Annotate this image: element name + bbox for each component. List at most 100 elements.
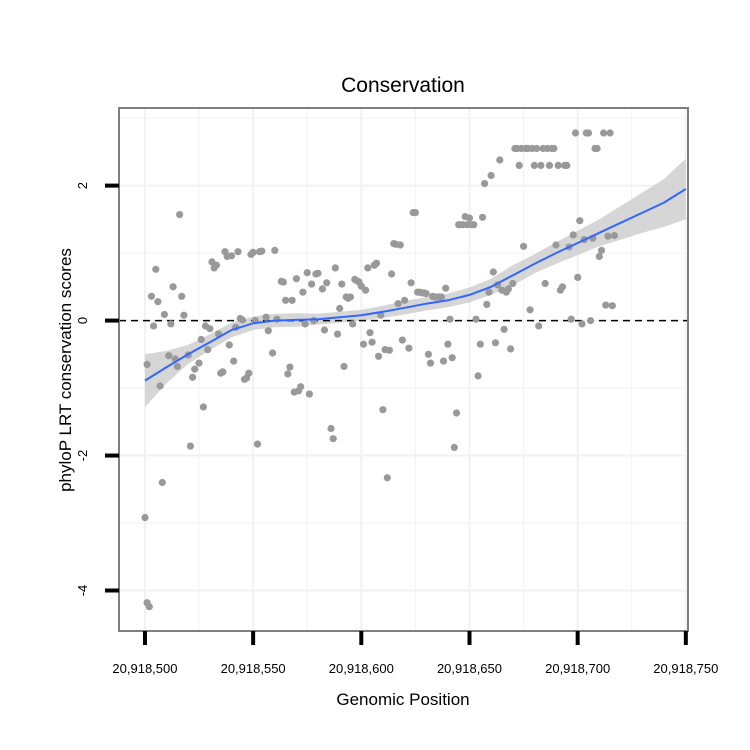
data-point bbox=[310, 317, 318, 325]
data-point bbox=[478, 213, 487, 221]
data-point bbox=[545, 161, 554, 169]
data-point bbox=[600, 129, 608, 137]
data-point bbox=[258, 247, 266, 255]
data-point bbox=[407, 279, 415, 287]
data-point bbox=[465, 214, 474, 222]
data-point bbox=[340, 362, 348, 371]
data-point bbox=[507, 345, 515, 353]
data-point bbox=[602, 301, 610, 309]
data-point bbox=[299, 288, 307, 296]
data-point bbox=[481, 180, 489, 188]
data-point bbox=[191, 365, 199, 373]
data-point bbox=[318, 285, 326, 293]
x-tick-label: 20,918,700 bbox=[545, 661, 610, 676]
data-point bbox=[379, 406, 387, 414]
data-point bbox=[452, 409, 461, 417]
data-point bbox=[576, 217, 584, 225]
data-point bbox=[167, 320, 175, 328]
data-point bbox=[282, 296, 290, 304]
data-point bbox=[422, 290, 430, 298]
data-point bbox=[474, 372, 482, 380]
y-axis-ticks: 2 0 -2 -4 bbox=[75, 182, 119, 596]
data-point bbox=[195, 359, 203, 367]
data-point bbox=[279, 278, 287, 286]
data-point bbox=[444, 340, 452, 348]
data-point bbox=[303, 269, 311, 277]
data-point bbox=[442, 284, 450, 292]
data-point bbox=[186, 442, 194, 450]
data-point bbox=[554, 161, 562, 169]
data-point bbox=[571, 129, 580, 137]
data-point bbox=[301, 320, 309, 328]
data-point bbox=[308, 280, 316, 288]
data-point bbox=[398, 336, 406, 344]
data-point bbox=[147, 292, 156, 300]
data-point bbox=[504, 285, 512, 293]
data-point bbox=[500, 325, 508, 333]
data-point bbox=[336, 304, 344, 312]
data-point bbox=[314, 269, 322, 277]
y-tick-label: -2 bbox=[75, 450, 90, 462]
data-point bbox=[262, 313, 270, 321]
x-tick-label: 20,918,650 bbox=[437, 661, 502, 676]
data-point bbox=[245, 369, 253, 377]
data-point bbox=[375, 352, 383, 360]
data-point bbox=[593, 144, 601, 153]
data-point bbox=[346, 293, 355, 301]
data-point bbox=[578, 320, 586, 328]
data-point bbox=[448, 354, 456, 362]
data-point bbox=[411, 209, 419, 217]
data-point bbox=[388, 270, 396, 278]
data-point bbox=[150, 322, 158, 330]
data-point bbox=[533, 144, 541, 153]
data-point bbox=[141, 514, 149, 522]
data-point bbox=[439, 357, 448, 365]
y-tick-label: -4 bbox=[75, 585, 90, 597]
data-point bbox=[225, 341, 233, 349]
data-point bbox=[178, 292, 186, 300]
data-point bbox=[327, 424, 335, 433]
data-point bbox=[584, 129, 593, 137]
data-point bbox=[253, 440, 262, 448]
data-point bbox=[212, 261, 220, 269]
data-point bbox=[541, 279, 549, 288]
data-point bbox=[320, 326, 329, 334]
data-point bbox=[396, 241, 404, 249]
data-point bbox=[297, 383, 305, 391]
data-point bbox=[154, 298, 162, 306]
data-point bbox=[152, 265, 160, 273]
y-axis-title: phyloP LRT conservation scores bbox=[56, 248, 75, 492]
data-point bbox=[608, 302, 616, 310]
data-point bbox=[405, 344, 413, 352]
data-point bbox=[305, 390, 313, 398]
y-tick-label: 0 bbox=[75, 317, 90, 324]
data-point bbox=[323, 279, 331, 287]
data-point bbox=[604, 232, 612, 240]
data-point bbox=[165, 352, 173, 360]
data-point bbox=[227, 252, 236, 260]
data-point bbox=[264, 327, 272, 335]
data-point bbox=[269, 349, 277, 357]
data-point bbox=[424, 350, 432, 358]
smooth-line bbox=[144, 188, 687, 382]
data-point bbox=[197, 335, 205, 344]
data-point bbox=[364, 264, 372, 272]
data-point bbox=[206, 325, 214, 333]
data-point bbox=[189, 373, 197, 381]
data-point bbox=[476, 340, 484, 348]
data-point bbox=[158, 478, 166, 487]
data-point bbox=[520, 242, 528, 250]
data-point bbox=[472, 315, 480, 323]
data-point bbox=[238, 316, 246, 324]
data-point bbox=[558, 283, 567, 291]
data-point bbox=[535, 322, 543, 330]
data-point bbox=[338, 280, 346, 288]
data-point bbox=[292, 275, 300, 283]
data-point bbox=[383, 474, 391, 482]
data-point bbox=[286, 363, 294, 371]
data-point bbox=[550, 144, 558, 153]
data-point bbox=[426, 359, 435, 367]
data-point bbox=[362, 286, 370, 294]
data-point bbox=[333, 330, 342, 338]
